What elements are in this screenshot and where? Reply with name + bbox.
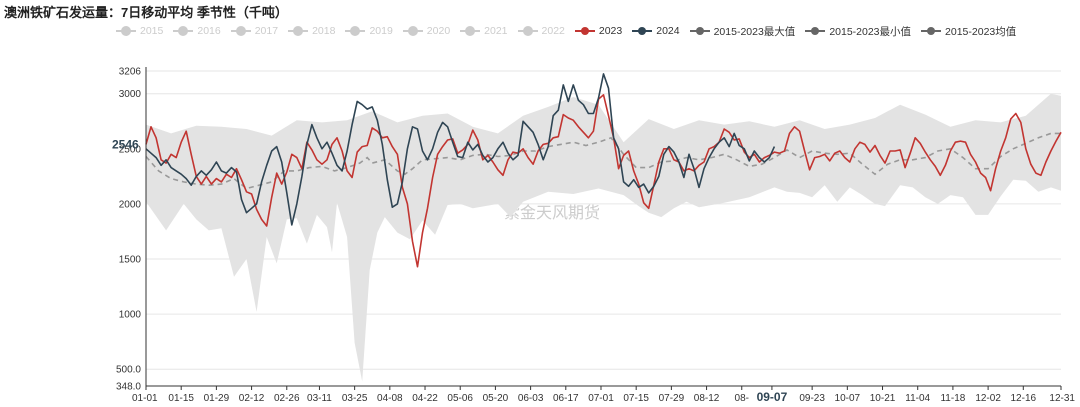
legend-item-3[interactable]: 2018 <box>288 25 335 37</box>
x-tick-label: 02-26 <box>274 393 300 404</box>
legend-line-dot-icon <box>517 26 538 36</box>
legend-item-9[interactable]: 2024 <box>632 25 680 37</box>
x-tick-label: 05-20 <box>483 393 509 404</box>
max-min-band <box>146 93 1061 382</box>
legend-label: 2017 <box>254 25 279 37</box>
legend-item-0[interactable]: 2015 <box>116 25 163 37</box>
x-tick-label: 08-12 <box>694 393 720 404</box>
x-tick-label: 12-16 <box>1011 393 1037 404</box>
x-tick-label: 06-03 <box>518 393 544 404</box>
legend-label: 2023 <box>598 25 623 37</box>
x-tick-label: 07-15 <box>623 393 649 404</box>
legend-item-5[interactable]: 2020 <box>402 25 451 37</box>
legend-label: 2015-2023均值 <box>945 25 1017 38</box>
y-tick-label: 1500 <box>119 255 142 266</box>
chart-title: 澳洲铁矿石发运量：7日移动平均 季节性（千吨） <box>4 5 288 20</box>
y-tick-label: 3206 <box>119 67 142 78</box>
series-layer <box>145 73 1062 382</box>
x-tick-label: 05-06 <box>447 393 473 404</box>
legend-item-11[interactable]: 2015-2023最小值 <box>805 24 911 39</box>
x-tick-label: 03-25 <box>342 393 368 404</box>
y-tick-label: 348.0 <box>116 382 141 393</box>
legend-line-dot-icon <box>921 26 942 36</box>
y-tick-label: 2500 <box>119 144 142 155</box>
legend-label: 2021 <box>484 25 508 37</box>
series-mean-line <box>145 132 1061 190</box>
legend-label: 2015-2023最小值 <box>829 25 912 38</box>
legend-line-dot-icon <box>230 26 251 36</box>
legend-label: 2024 <box>656 25 680 37</box>
legend-label: 2022 <box>541 25 565 37</box>
x-tick-label: 08- <box>735 393 749 404</box>
x-tick-label: 06-17 <box>553 393 579 404</box>
legend-line-dot-icon <box>116 26 136 36</box>
x-tick-label: 01-01 <box>132 393 158 404</box>
legend-label: 2020 <box>426 25 451 37</box>
x-tick-label-highlight: 09-07 <box>757 390 788 404</box>
legend-item-12[interactable]: 2015-2023均值 <box>921 24 1016 39</box>
x-tick-label: 07-29 <box>659 393 685 404</box>
x-tick-label: 12-02 <box>975 393 1001 404</box>
y-tick-label: 500.0 <box>116 365 141 376</box>
legend-item-4[interactable]: 2019 <box>345 25 393 37</box>
legend-line-dot-icon <box>632 26 653 36</box>
legend-item-8[interactable]: 2023 <box>574 25 623 37</box>
legend-item-7[interactable]: 2022 <box>517 25 565 37</box>
watermark: 紫金天风期货 <box>504 203 600 222</box>
chart-legend: 2015 2016 2017 2018 2019 2020 2021 2022 2023 2024… <box>116 22 1026 40</box>
legend-line-dot-icon <box>689 26 710 36</box>
legend-line-dot-icon <box>574 26 595 36</box>
legend-label: 2015 <box>140 25 164 37</box>
legend-label: 2018 <box>312 25 336 37</box>
legend-item-1[interactable]: 2016 <box>173 25 221 37</box>
x-tick-label: 10-21 <box>870 393 896 404</box>
x-tick-label: 02-12 <box>239 393 265 404</box>
y-current-value-label: 2546 <box>112 138 139 152</box>
legend-line-dot-icon <box>288 26 309 36</box>
legend-line-dot-icon <box>402 26 423 36</box>
x-tick-label: 03-11 <box>307 393 332 404</box>
x-tick-label: 01-15 <box>168 393 194 404</box>
x-tick-label: 10-07 <box>835 393 861 404</box>
legend-line-dot-icon <box>345 26 366 36</box>
y-tick-label: 2000 <box>119 199 142 210</box>
series-line-2024 <box>145 73 776 226</box>
x-tick-label: 01-29 <box>204 393 230 404</box>
x-tick-label: 11-18 <box>940 393 965 404</box>
legend-line-dot-icon <box>805 26 826 36</box>
legend-line-dot-icon <box>173 26 194 36</box>
x-tick-label: 07-01 <box>588 393 614 404</box>
axes: 3206 3000 2500 2000 1500 1000 500.0 348.0 2546 01… <box>112 67 1075 405</box>
legend-item-2[interactable]: 2017 <box>230 25 279 37</box>
x-tick-label: 11-04 <box>905 393 930 404</box>
legend-item-6[interactable]: 2021 <box>460 25 508 37</box>
legend-label: 2016 <box>197 25 221 37</box>
legend-item-10[interactable]: 2015-2023最大值 <box>689 24 796 39</box>
legend-label: 2019 <box>369 25 393 37</box>
legend-line-dot-icon <box>460 26 481 36</box>
x-tick-label: 04-08 <box>377 393 403 404</box>
series-line-2023 <box>145 94 1062 268</box>
legend-label: 2015-2023最大值 <box>713 25 796 38</box>
x-tick-label: 04-22 <box>412 393 438 404</box>
x-tick-label: 09-23 <box>799 393 825 404</box>
y-tick-label: 3000 <box>119 89 142 100</box>
y-tick-label: 1000 <box>119 310 142 321</box>
x-tick-label: 12-31 <box>1049 393 1075 404</box>
